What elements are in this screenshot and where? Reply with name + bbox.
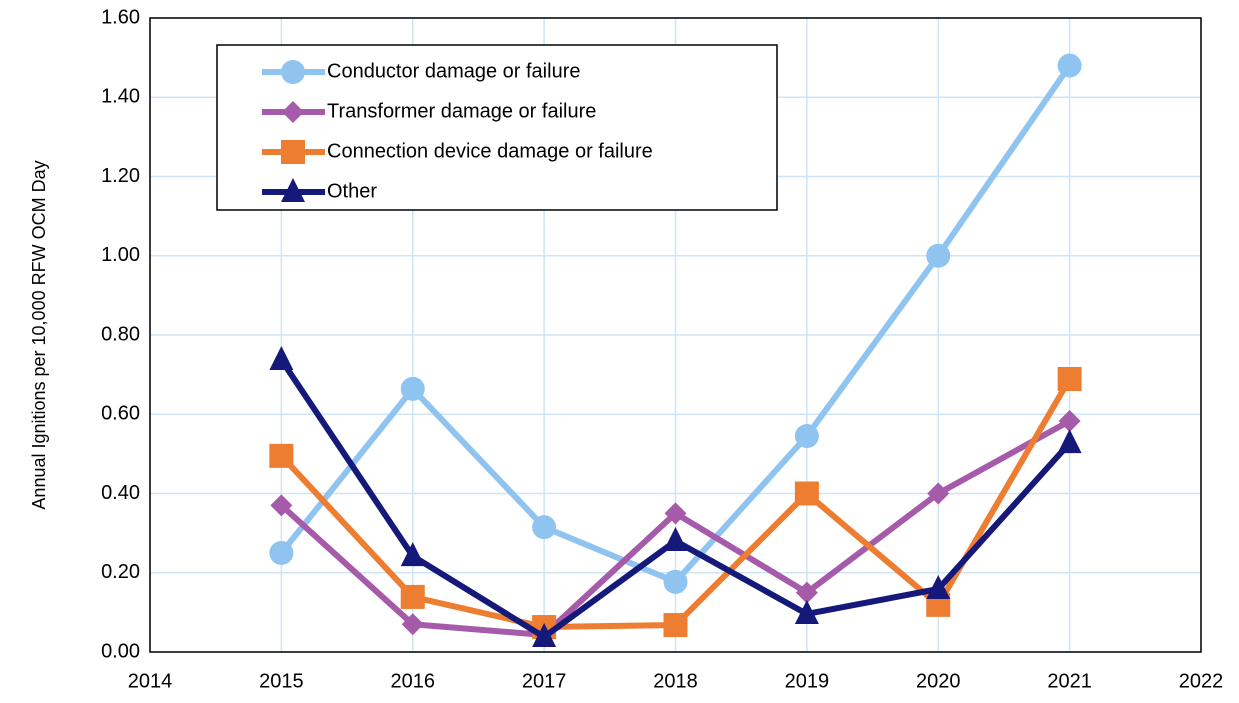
x-tick-label: 2018	[653, 670, 698, 692]
marker	[400, 542, 425, 567]
x-tick-label: 2022	[1179, 670, 1224, 692]
y-tick-label: 0.00	[101, 640, 140, 662]
y-tick-label: 1.40	[101, 86, 140, 108]
marker	[794, 424, 819, 449]
marker	[794, 599, 819, 624]
y-tick-label: 0.40	[101, 482, 140, 504]
x-tick-label: 2016	[391, 670, 436, 692]
x-tick-label: 2021	[1047, 670, 1092, 692]
marker	[1057, 429, 1082, 454]
marker	[1057, 53, 1082, 78]
y-tick-label: 0.60	[101, 403, 140, 425]
legend-label: Conductor damage or failure	[327, 60, 580, 82]
marker	[663, 613, 688, 638]
legend-label: Other	[327, 180, 377, 202]
x-tick-label: 2014	[128, 670, 173, 692]
x-tick-label: 2019	[785, 670, 830, 692]
y-tick-label: 1.60	[101, 6, 140, 28]
legend-label: Transformer damage or failure	[327, 100, 596, 122]
legend-marker	[281, 178, 305, 202]
x-tick-label: 2015	[259, 670, 304, 692]
marker	[664, 502, 687, 525]
y-tick-label: 0.20	[101, 561, 140, 583]
marker	[532, 622, 557, 647]
marker	[269, 345, 294, 370]
marker	[795, 581, 818, 604]
y-axis-label: Annual Ignitions per 10,000 RFW OCM Day	[29, 160, 49, 509]
legend-marker	[281, 60, 305, 84]
marker	[269, 443, 294, 468]
marker	[270, 494, 293, 517]
marker	[401, 613, 424, 636]
marker	[663, 569, 688, 594]
marker	[269, 540, 294, 565]
legend-marker	[282, 101, 304, 123]
marker	[927, 482, 950, 505]
marker	[1057, 366, 1082, 391]
marker	[794, 481, 819, 506]
y-tick-label: 0.80	[101, 323, 140, 345]
marker	[1058, 409, 1081, 432]
marker	[532, 515, 557, 540]
legend-label: Connection device damage or failure	[327, 140, 653, 162]
y-tick-label: 1.20	[101, 165, 140, 187]
marker	[926, 574, 951, 599]
y-tick-label: 1.00	[101, 244, 140, 266]
marker	[400, 376, 425, 401]
marker	[663, 527, 688, 552]
plot-border	[149, 17, 1202, 653]
x-tick-label: 2017	[522, 670, 567, 692]
x-tick-label: 2020	[916, 670, 961, 692]
marker	[926, 243, 951, 268]
legend-marker	[281, 140, 305, 164]
marker	[400, 584, 425, 609]
